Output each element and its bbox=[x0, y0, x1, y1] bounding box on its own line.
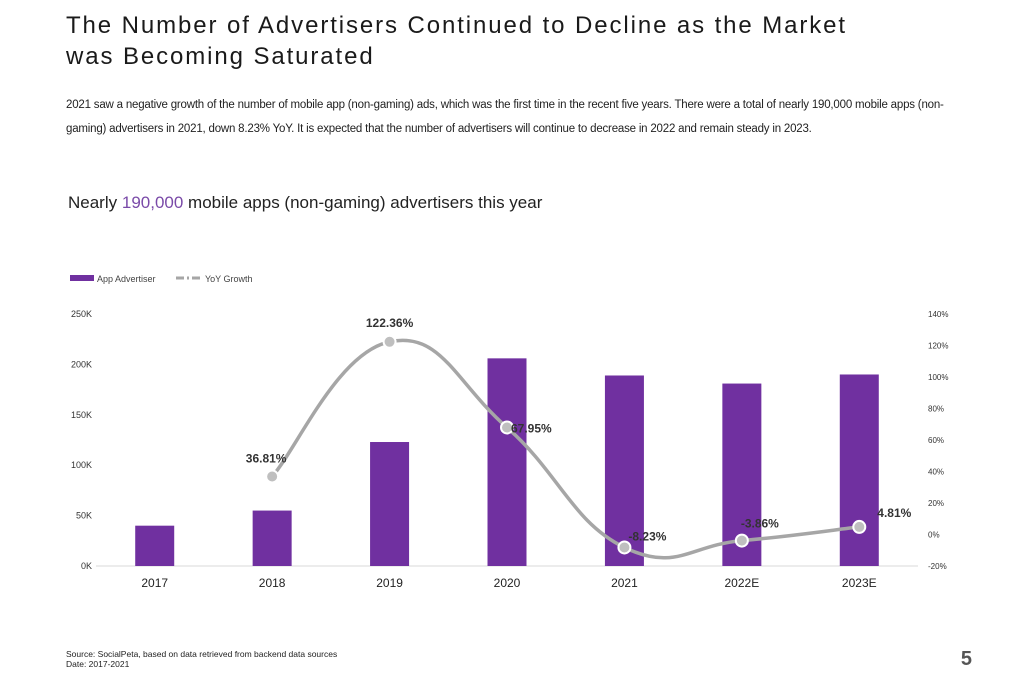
chart-subtitle: Nearly 190,000 mobile apps (non-gaming) … bbox=[68, 193, 542, 213]
chart-legend: App Advertiser YoY Growth bbox=[70, 274, 253, 284]
page-number: 5 bbox=[960, 648, 972, 670]
title-line-1: The Number of Advertisers Continued to D… bbox=[66, 12, 847, 39]
growth-point bbox=[382, 334, 397, 349]
y-left-tick-label: 150K bbox=[71, 410, 92, 420]
y-right-tick-label: 0% bbox=[928, 531, 940, 540]
y-left-tick-label: 50K bbox=[76, 511, 92, 521]
source-note: Source: SocialPeta, based on data retrie… bbox=[66, 649, 338, 659]
page-title: The Number of Advertisers Continued to D… bbox=[66, 10, 986, 72]
title-line-2: was Becoming Saturated bbox=[66, 43, 375, 70]
date-note: Date: 2017-2021 bbox=[66, 659, 130, 669]
bar bbox=[252, 510, 292, 566]
x-tick-label: 2023E bbox=[842, 576, 877, 590]
x-tick-label: 2022E bbox=[725, 576, 760, 590]
growth-data-label: 67.95% bbox=[511, 421, 552, 435]
y-right-tick-label: -20% bbox=[928, 562, 947, 571]
footer: Source: SocialPeta, based on data retrie… bbox=[66, 649, 337, 669]
x-tick-label: 2017 bbox=[141, 576, 168, 590]
y-left-tick-label: 0K bbox=[81, 561, 92, 571]
chart-axes: 0K 50K 100K 150K 200K 250K -20% 0% 20% 40% 60% 80% 1… bbox=[71, 309, 949, 590]
description-text: 2021 saw a negative growth of the number… bbox=[66, 99, 944, 135]
x-tick-label: 2021 bbox=[611, 576, 638, 590]
growth-point bbox=[265, 469, 280, 484]
x-tick-label: 2019 bbox=[376, 576, 403, 590]
y-right-tick-label: 60% bbox=[928, 436, 944, 445]
bar bbox=[487, 358, 527, 566]
y-right-tick-label: 80% bbox=[928, 405, 944, 414]
legend-label-line: YoY Growth bbox=[205, 274, 253, 284]
bar bbox=[135, 525, 175, 566]
data-labels: 36.81% 122.36% 67.95% -8.23% -3.86% 4.81% bbox=[246, 316, 912, 544]
growth-data-label: -3.86% bbox=[741, 517, 779, 531]
subtitle-prefix: Nearly bbox=[68, 193, 122, 212]
x-tick-label: 2018 bbox=[259, 576, 286, 590]
y-right-tick-label: 40% bbox=[928, 468, 944, 477]
subtitle-highlight: 190,000 bbox=[121, 193, 184, 212]
growth-point bbox=[617, 540, 632, 555]
growth-data-label: 36.81% bbox=[246, 452, 287, 466]
bar bbox=[370, 442, 410, 566]
growth-data-label: 4.81% bbox=[877, 506, 911, 520]
y-right-tick-label: 100% bbox=[928, 373, 948, 382]
subtitle-suffix: mobile apps (non-gaming) advertisers thi… bbox=[183, 193, 543, 212]
y-right-tick-label: 140% bbox=[928, 310, 948, 319]
growth-point bbox=[734, 533, 749, 548]
growth-point bbox=[852, 519, 867, 534]
y-left-tick-label: 200K bbox=[71, 359, 92, 369]
y-left-tick-label: 100K bbox=[71, 460, 92, 470]
growth-data-label: 122.36% bbox=[366, 316, 414, 330]
growth-data-label: -8.23% bbox=[628, 529, 666, 543]
bar-series bbox=[135, 358, 879, 566]
y-left-tick-label: 250K bbox=[71, 309, 92, 319]
growth-point bbox=[500, 420, 514, 435]
x-tick-label: 2020 bbox=[494, 576, 521, 590]
bar bbox=[839, 374, 879, 566]
y-right-tick-label: 120% bbox=[928, 342, 948, 351]
y-right-tick-label: 20% bbox=[928, 499, 944, 508]
growth-line-series bbox=[265, 334, 867, 560]
bar bbox=[604, 375, 644, 566]
legend-label-bar: App Advertiser bbox=[97, 274, 156, 284]
legend-swatch-bar bbox=[70, 275, 94, 281]
